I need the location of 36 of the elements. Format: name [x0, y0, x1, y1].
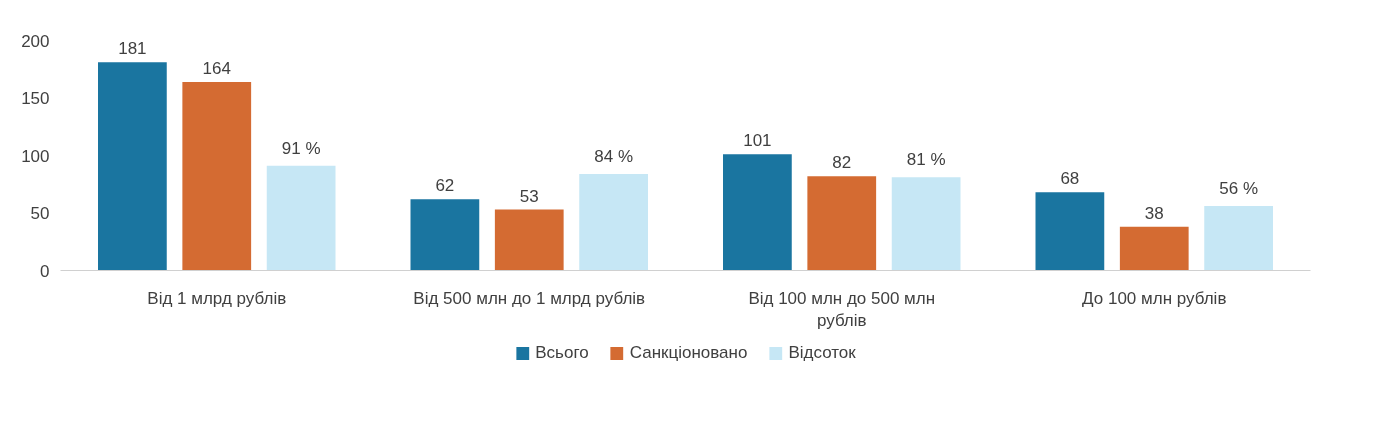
bar	[1035, 192, 1105, 271]
bar	[891, 177, 961, 271]
bar	[579, 173, 648, 271]
data-label: 81 %	[906, 150, 946, 170]
y-tick-label: 100	[21, 146, 50, 166]
x-tick-label: Від 500 млн до 1 млрд рублів	[413, 288, 646, 308]
data-label: 53	[519, 186, 539, 206]
data-label: 101	[743, 131, 772, 151]
y-tick-label: 200	[21, 31, 50, 51]
legend-label: Відсоток	[788, 343, 856, 363]
bar	[98, 62, 167, 271]
data-label: 181	[118, 39, 147, 59]
data-label: 91 %	[281, 138, 321, 158]
bar	[723, 154, 792, 271]
legend-label: Всього	[535, 343, 589, 363]
bar	[494, 209, 564, 271]
data-label: 68	[1060, 169, 1080, 189]
legend-label: Санкціоновано	[629, 343, 748, 363]
data-label: 56 %	[1219, 179, 1258, 199]
data-label: 164	[202, 58, 231, 78]
bar	[182, 81, 252, 271]
y-tick-label: 150	[21, 89, 50, 108]
bar	[807, 176, 877, 271]
bar	[1119, 226, 1189, 271]
x-tick-label: До 100 млн рублів	[1082, 288, 1227, 308]
bar	[1204, 206, 1273, 271]
data-label: 84 %	[594, 146, 633, 166]
x-tick-label: Від 100 млн до 500 млн рублів	[748, 288, 936, 331]
y-tick-label: 0	[40, 261, 50, 281]
bar	[410, 199, 480, 271]
data-label: 82	[832, 153, 852, 173]
data-label: 38	[1144, 203, 1164, 223]
y-tick-label: 50	[30, 204, 50, 223]
data-label: 62	[435, 176, 455, 196]
bar	[266, 165, 336, 271]
x-tick-label: Від 1 млрд рублів	[147, 288, 287, 308]
